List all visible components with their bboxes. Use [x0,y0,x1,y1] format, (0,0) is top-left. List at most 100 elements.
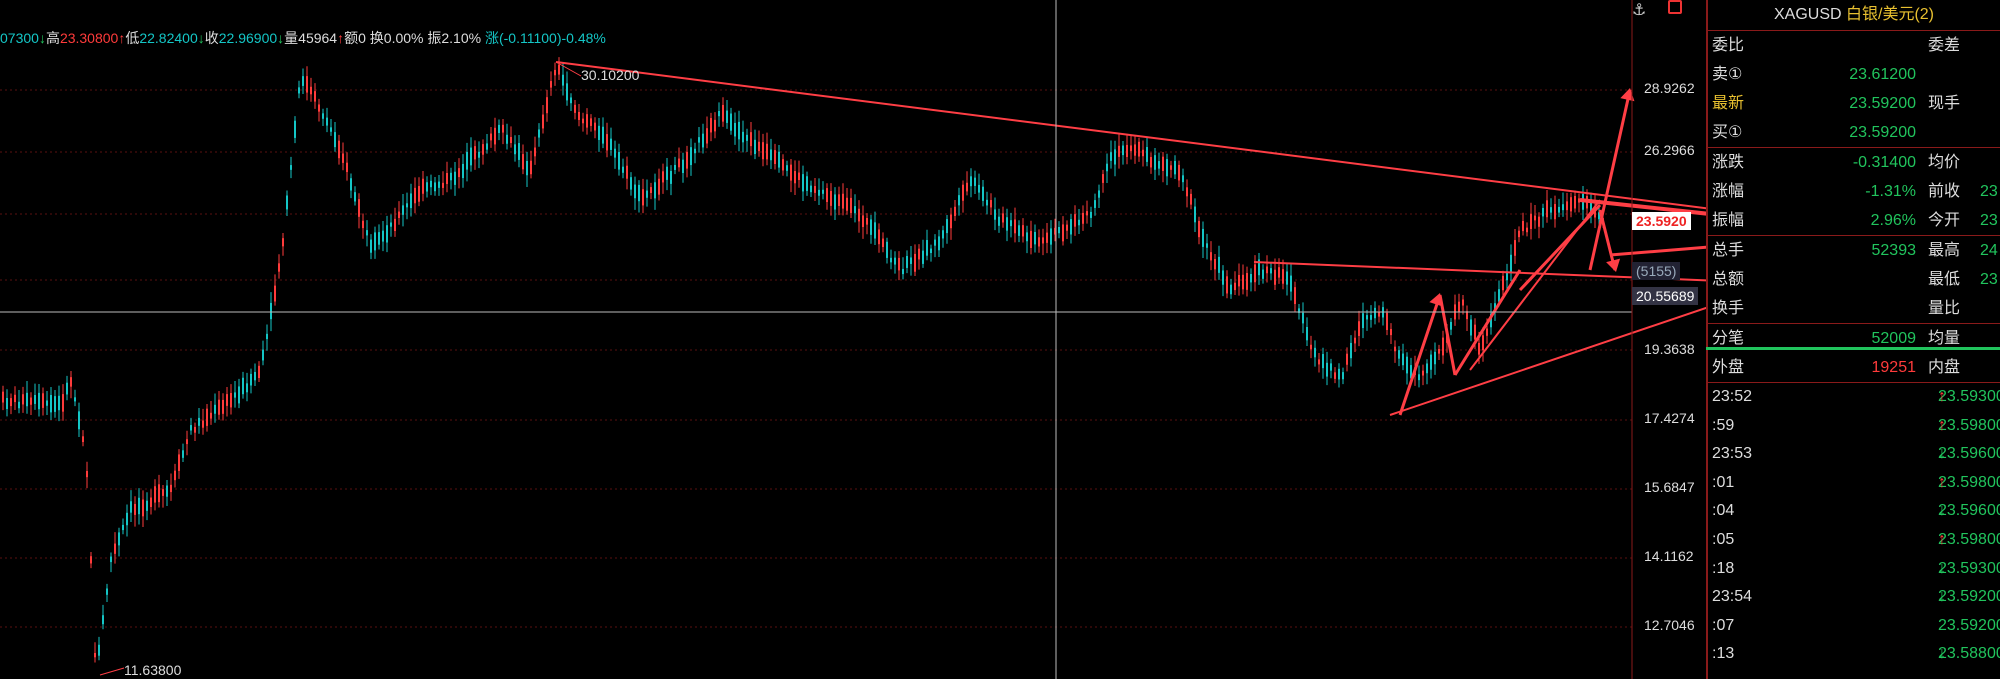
candle-body [1578,198,1580,203]
candle-body [474,146,476,160]
quote-label-2: 最低 [1928,271,1961,288]
tick-row[interactable]: :04 23.59600 ↓ [1708,497,2000,526]
resistance-trendline[interactable] [555,61,1706,245]
candle-body [1274,269,1276,285]
quote-value-2: 23 [1980,183,1998,200]
candle-body [130,501,132,513]
symbol-name: 白银/美元(2) [1846,6,1935,23]
candle-body [458,168,460,178]
candle-body [382,230,384,242]
candle-body [246,383,248,393]
down-arrow-line[interactable] [1598,209,1617,271]
candle-body [234,392,236,398]
candle-body [1538,216,1540,227]
tick-row[interactable]: :13 23.58800 ↓ [1708,640,2000,669]
candle-body [566,83,568,101]
candle-body [734,122,736,137]
wave-line[interactable] [1438,294,1457,376]
price-tick: 15.6847 [1644,479,1695,495]
wave-line[interactable] [1518,203,1602,292]
quote-value: 52009 [1871,330,1917,347]
price-tick: 17.4274 [1644,410,1695,426]
candle-body [1526,227,1528,233]
candle-body [702,133,704,148]
wave-line[interactable] [1398,294,1442,416]
close-label: 收 [204,30,219,46]
candle-body [114,543,116,554]
candle-body [1482,335,1484,351]
candle-body [1178,164,1180,181]
candle-body [562,74,564,86]
candle-body [230,393,232,408]
candle-body [614,148,616,158]
candle-body [698,137,700,143]
candlestick-chart[interactable]: 30.10200 11.63800 [0,0,1706,679]
tick-row[interactable]: 23:53 23.59600 ↓ [1708,440,2000,469]
candle-body [1590,199,1592,216]
tick-time: :18 [1712,559,1735,577]
candle-body [1154,155,1156,170]
candle-body [1294,287,1296,305]
candle-body [122,524,124,531]
change-label: 涨 [484,30,499,46]
candle-body [750,132,752,147]
wave-line[interactable] [1453,269,1522,376]
candle-body [1542,207,1544,217]
tick-row[interactable]: :05 23.59800 ↑ [1708,526,2000,555]
candle-body [678,158,680,168]
candle-body [322,113,324,119]
candle-body [174,470,176,481]
up-arrow-line[interactable] [1588,89,1632,271]
candle-body [958,195,960,206]
candle-body [1166,159,1168,177]
tick-list[interactable]: 23:52 23.59300 ↑:59 23.59800 ↑ 23:53 23.59600 ↓… [1708,382,2000,669]
candle-body [262,349,264,361]
candle-body [30,397,32,405]
candle-body [274,285,276,302]
quote-row: 最新 23.59200 现手 [1708,89,2000,118]
candle-body [994,209,996,220]
tick-row[interactable]: :59 23.59800 ↑ [1708,412,2000,441]
candle-body [850,197,852,214]
annotation-leader[interactable] [99,667,125,676]
alert-box-icon[interactable] [1668,0,1682,14]
candle-body [714,119,716,132]
annotation-leader[interactable] [555,61,582,77]
candle-body [86,471,88,478]
candle-body [1346,353,1348,365]
quote-label: 涨幅 [1712,183,1745,200]
trendline-drawings[interactable] [99,61,1706,676]
candle-body [430,180,432,188]
candle-body [1034,231,1036,245]
candle-body [718,111,720,117]
candle-body [950,214,952,229]
tick-row[interactable]: :18 23.59300 ↓ [1708,555,2000,584]
tick-time: :05 [1712,530,1735,548]
anchor-icon[interactable]: ⚓ [1632,2,1647,19]
tick-row[interactable]: 23:52 23.59300 ↑ [1708,383,2000,412]
candle-body [546,97,548,114]
symbol-code: XAGUSD [1773,6,1842,23]
quote-label: 卖① [1712,66,1743,83]
candle-body [1110,152,1112,161]
quote-row: 分笔 52009 均量 [1708,323,2000,353]
quote-label: 振幅 [1712,212,1745,229]
candle-body [222,399,224,414]
candle-body [754,139,756,155]
candle-body [346,162,348,173]
candle-body [194,426,196,433]
tick-row[interactable]: :07 23.59200 [1708,612,2000,641]
candle-body [730,113,732,131]
tick-row[interactable]: :01 23.59800 ↑ [1708,469,2000,498]
projection-arrow-line[interactable] [1609,230,1706,257]
divider-bar [1706,347,2000,350]
support-trendline[interactable] [1389,232,1706,416]
candle-body [1426,363,1428,374]
projection-arrow-line[interactable] [1579,198,1706,245]
candle-body [1050,228,1052,245]
candle-body [806,176,808,191]
tick-row[interactable]: 23:54 23.59200 ↓ [1708,583,2000,612]
candle-body [1470,319,1472,336]
price-grid [0,89,1632,628]
candle-body [1554,204,1556,220]
